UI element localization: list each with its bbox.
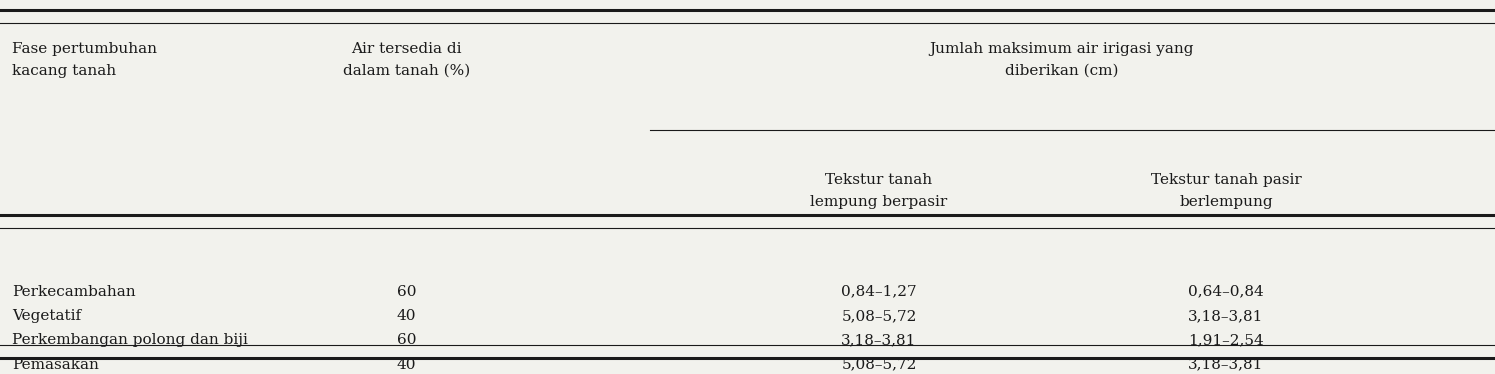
Text: Jumlah maksimum air irigasi yang
diberikan (cm): Jumlah maksimum air irigasi yang diberik…: [930, 42, 1193, 78]
Text: 3,18–3,81: 3,18–3,81: [1189, 358, 1263, 372]
Text: 3,18–3,81: 3,18–3,81: [842, 333, 916, 347]
Text: 60: 60: [396, 285, 417, 299]
Text: 0,84–1,27: 0,84–1,27: [842, 285, 916, 299]
Text: 3,18–3,81: 3,18–3,81: [1189, 309, 1263, 323]
Text: 1,91–2,54: 1,91–2,54: [1189, 333, 1263, 347]
Text: Perkecambahan: Perkecambahan: [12, 285, 136, 299]
Text: 5,08–5,72: 5,08–5,72: [842, 309, 916, 323]
Text: 40: 40: [396, 358, 417, 372]
Text: Air tersedia di
dalam tanah (%): Air tersedia di dalam tanah (%): [342, 42, 471, 78]
Text: Tekstur tanah pasir
berlempung: Tekstur tanah pasir berlempung: [1151, 173, 1301, 209]
Text: Tekstur tanah
lempung berpasir: Tekstur tanah lempung berpasir: [810, 173, 948, 209]
Text: Perkembangan polong dan biji: Perkembangan polong dan biji: [12, 333, 248, 347]
Text: Pemasakan: Pemasakan: [12, 358, 99, 372]
Text: Fase pertumbuhan
kacang tanah: Fase pertumbuhan kacang tanah: [12, 42, 157, 78]
Text: 0,64–0,84: 0,64–0,84: [1189, 285, 1263, 299]
Text: 60: 60: [396, 333, 417, 347]
Text: Vegetatif: Vegetatif: [12, 309, 81, 323]
Text: 40: 40: [396, 309, 417, 323]
Text: 5,08–5,72: 5,08–5,72: [842, 358, 916, 372]
